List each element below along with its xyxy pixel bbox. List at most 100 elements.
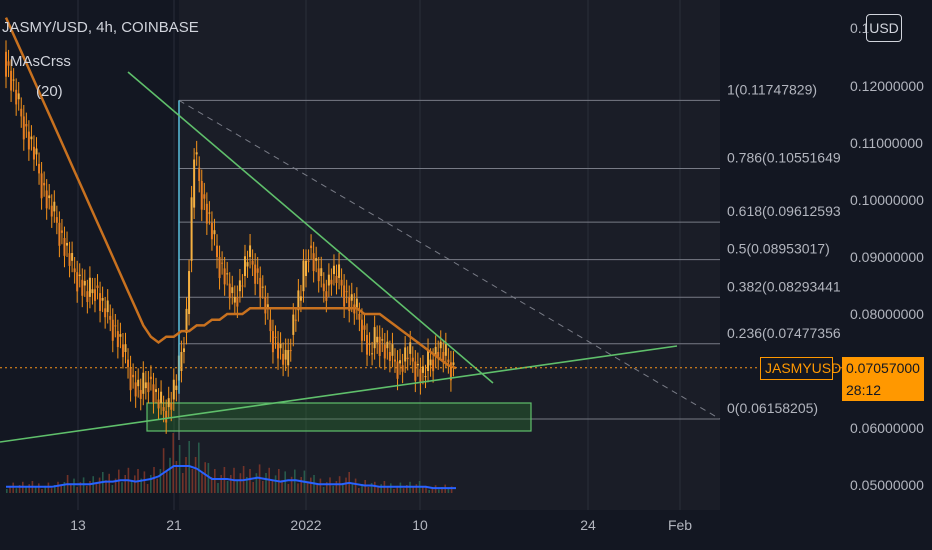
- x-tick-4: 24: [580, 517, 596, 533]
- candle-body-173: [444, 344, 447, 356]
- candle-body-145: [373, 327, 376, 349]
- candle-body-146: [376, 336, 379, 343]
- volume-bar-77: [252, 482, 254, 493]
- candle-body-171: [439, 341, 442, 349]
- volume-bar-94: [306, 483, 309, 493]
- currency-button[interactable]: USD: [866, 14, 902, 42]
- volume-bar-37: [124, 475, 126, 493]
- candle-body-121: [312, 253, 315, 272]
- volume-bar-44: [146, 484, 149, 493]
- candle-body-148: [381, 339, 384, 341]
- candle-body-16: [45, 190, 48, 209]
- volume-bar-84: [274, 475, 277, 493]
- volume-bar-117: [380, 484, 382, 493]
- fib-label-6: 0(0.06158205): [727, 400, 818, 416]
- volume-bar-18: [63, 482, 66, 493]
- candle-body-87: [226, 273, 229, 275]
- volume-bar-91: [297, 483, 299, 493]
- volume-bar-80: [262, 481, 264, 493]
- volume-bar-70: [230, 475, 232, 493]
- volume-bar-61: [201, 473, 203, 493]
- candle-body-29: [78, 274, 81, 276]
- candle-body-51: [134, 382, 137, 397]
- candle-body-169: [434, 346, 437, 356]
- candle-body-8: [25, 124, 28, 127]
- candle-body-33: [88, 277, 91, 297]
- ascending-trendline: [0, 345, 678, 443]
- candle-body-139: [358, 314, 361, 320]
- candle-body-100: [259, 277, 262, 298]
- candle-body-7: [22, 116, 25, 140]
- candle-body-40: [106, 300, 109, 313]
- volume-bar-20: [70, 483, 72, 493]
- volume-bar-17: [60, 486, 62, 493]
- volume-bar-67: [220, 475, 222, 493]
- fib-label-0: 1(0.11747829): [727, 81, 817, 97]
- chart-title: JASMY/USD, 4h, COINBASE: [2, 19, 199, 36]
- candle-body-155: [399, 360, 402, 364]
- volume-bar-56: [185, 457, 187, 493]
- candle-body-52: [137, 379, 140, 387]
- candle-body-112: [289, 350, 292, 352]
- volume-bar-87: [284, 471, 286, 493]
- volume-bar-62: [204, 462, 206, 493]
- volume-bar-6: [25, 487, 27, 493]
- volume-bar-32: [108, 473, 110, 493]
- volume-bar-81: [265, 473, 267, 493]
- volume-bar-40: [134, 475, 136, 493]
- volume-bar-98: [319, 478, 322, 493]
- volume-bar-45: [150, 475, 152, 493]
- candle-body-64: [167, 398, 170, 408]
- candle-body-18: [50, 205, 53, 217]
- candle-body-81: [210, 222, 213, 240]
- candle-body-116: [299, 296, 302, 301]
- candle-body-36: [96, 285, 99, 288]
- candle-body-76: [198, 167, 201, 181]
- candle-body-151: [388, 352, 391, 361]
- indicator-label-length: (20): [36, 83, 63, 100]
- volume-bar-39: [130, 480, 133, 493]
- volume-bar-88: [287, 484, 290, 493]
- candle-body-120: [310, 245, 313, 249]
- candle-body-17: [48, 195, 51, 199]
- volume-bar-36: [121, 482, 123, 493]
- volume-bar-26: [89, 481, 91, 493]
- candle-body-69: [180, 352, 183, 371]
- candle-body-25: [68, 253, 71, 266]
- candle-body-85: [221, 262, 224, 264]
- volume-bar-12: [44, 485, 46, 493]
- volume-bar-122: [396, 485, 398, 493]
- volume-bar-138: [447, 488, 450, 493]
- candle-body-160: [411, 357, 414, 362]
- volume-bar-3: [15, 488, 18, 493]
- candle-body-43: [114, 325, 117, 327]
- candle-body-71: [185, 308, 188, 333]
- candle-body-66: [172, 379, 175, 400]
- candle-body-138: [355, 298, 358, 309]
- fib-label-2: 0.618(0.09612593: [727, 203, 841, 219]
- volume-bar-75: [246, 477, 248, 493]
- candle-body-65: [170, 403, 173, 410]
- volume-bar-106: [345, 477, 347, 493]
- volume-bar-47: [156, 478, 158, 493]
- candle-body-118: [305, 260, 307, 276]
- volume-bar-43: [143, 471, 146, 493]
- candle-body-34: [91, 289, 94, 294]
- drawing-range-bg: [179, 0, 720, 510]
- candle-body-55: [144, 382, 147, 389]
- fib-label-3: 0.5(0.08953017): [727, 241, 830, 257]
- candle-body-93: [241, 285, 244, 287]
- candle-body-144: [371, 353, 374, 355]
- candle-body-60: [157, 399, 160, 409]
- candle-body-152: [391, 344, 394, 356]
- volume-bar-72: [236, 480, 238, 493]
- candle-body-89: [231, 287, 234, 294]
- candle-body-94: [243, 256, 246, 276]
- candle-body-105: [271, 331, 274, 353]
- volume-bar-132: [428, 490, 430, 493]
- candle-body-23: [63, 238, 66, 256]
- volume-bar-86: [281, 480, 283, 493]
- indicator-label-ma-cross: MAsCrss: [10, 53, 71, 70]
- candle-body-62: [162, 407, 165, 411]
